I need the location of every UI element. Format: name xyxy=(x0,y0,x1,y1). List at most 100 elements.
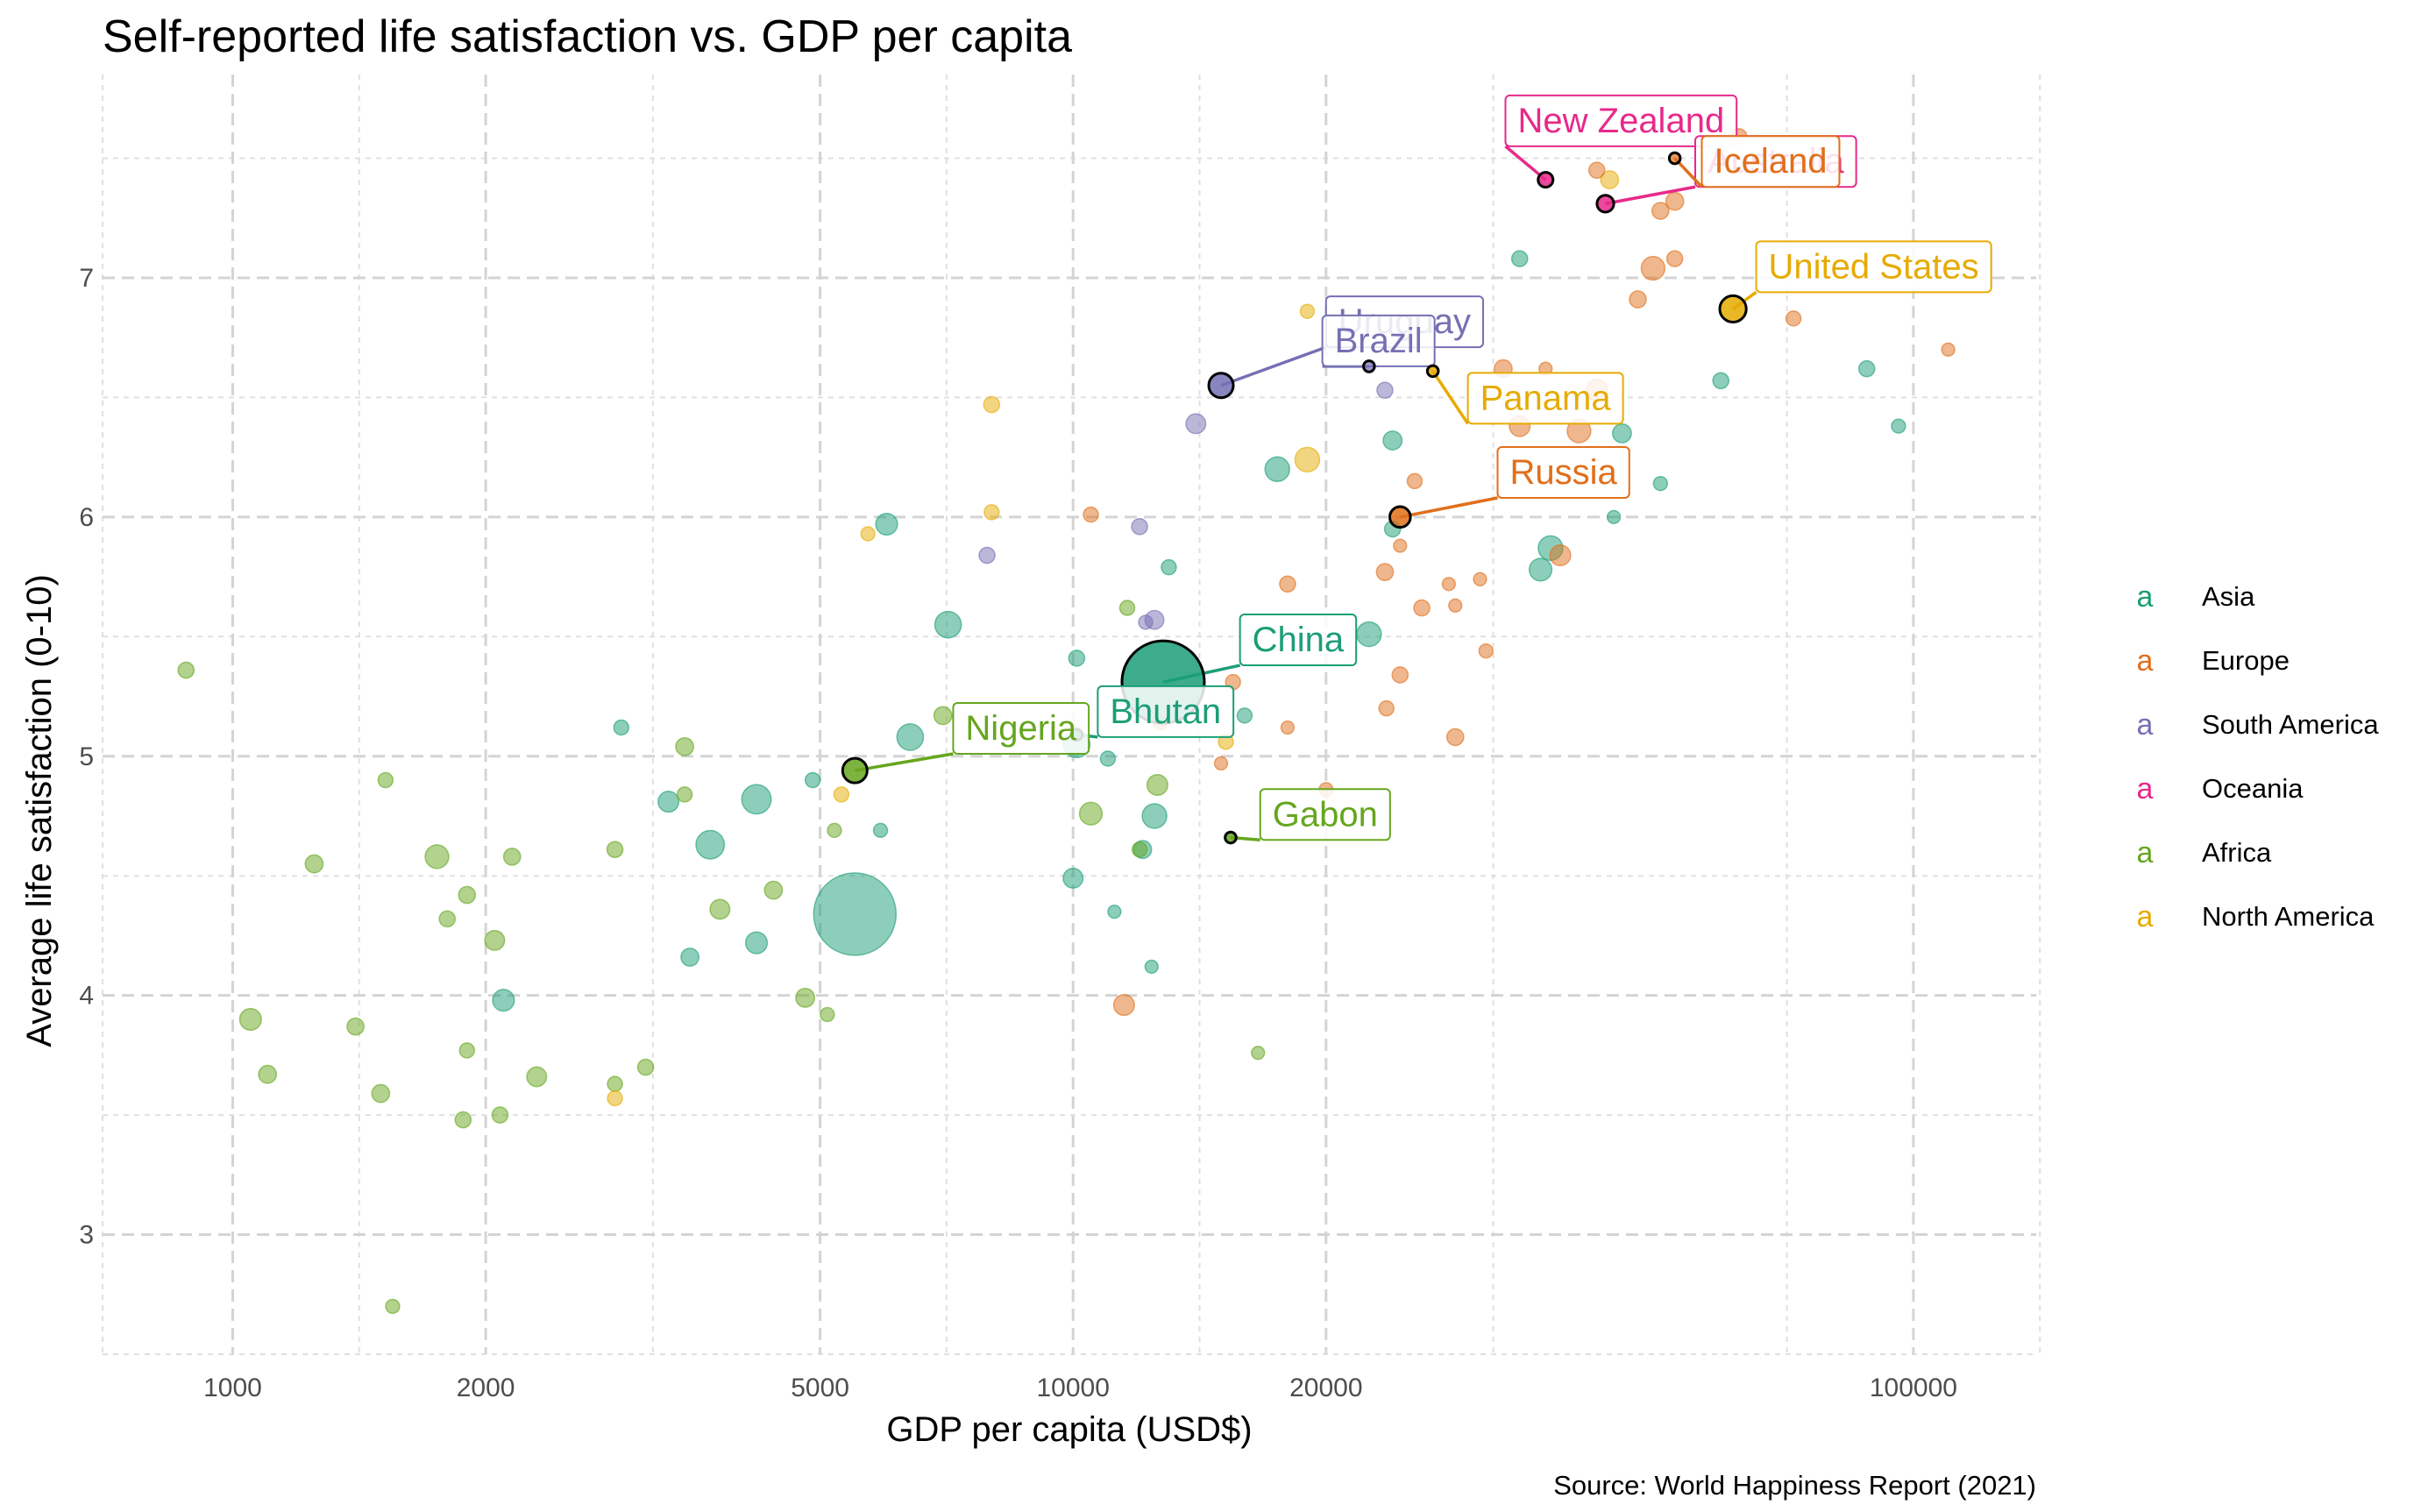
data-point xyxy=(709,898,731,920)
data-point xyxy=(804,771,821,789)
data-point xyxy=(458,885,477,905)
data-point xyxy=(1251,1045,1266,1061)
legend-key: a xyxy=(2137,836,2154,870)
data-point xyxy=(827,822,842,839)
data-point xyxy=(934,610,962,639)
data-point xyxy=(1141,803,1168,829)
data-point xyxy=(741,784,772,815)
data-point xyxy=(484,929,506,951)
callout-box xyxy=(1259,788,1391,841)
callout-label: Gabon xyxy=(1273,795,1378,834)
data-point xyxy=(385,1298,401,1315)
data-point xyxy=(860,526,876,542)
data-point xyxy=(1236,707,1253,724)
data-point xyxy=(763,880,784,900)
y-tick-label: 3 xyxy=(79,1221,94,1250)
y-tick-label: 7 xyxy=(79,264,94,293)
data-point xyxy=(1891,418,1906,434)
data-point xyxy=(1131,841,1148,858)
y-tick-label: 4 xyxy=(79,982,94,1011)
data-point xyxy=(607,1090,623,1107)
data-point xyxy=(1629,290,1647,309)
highlighted-point xyxy=(1388,505,1412,529)
data-point xyxy=(1376,381,1394,400)
data-point xyxy=(1712,372,1730,390)
data-point xyxy=(1146,773,1168,797)
data-point xyxy=(1378,699,1395,717)
data-point xyxy=(613,719,630,736)
data-point xyxy=(1640,255,1666,281)
data-point xyxy=(896,723,925,751)
data-point xyxy=(1131,517,1148,536)
data-point xyxy=(813,872,898,956)
legend-label: Africa xyxy=(2202,837,2272,868)
data-point xyxy=(1083,506,1099,523)
callout-label: Iceland xyxy=(1714,142,1827,181)
data-point xyxy=(458,1042,475,1059)
callout-box xyxy=(1466,372,1624,425)
callout-label: Panama xyxy=(1480,379,1612,417)
data-point xyxy=(983,504,1000,521)
data-point xyxy=(1611,422,1632,444)
data-point xyxy=(1107,904,1122,919)
data-point xyxy=(872,822,889,839)
data-point xyxy=(1652,475,1669,492)
data-point xyxy=(983,395,1001,414)
legend: a Asia a Europe a South America a Oceania a Afric… xyxy=(2137,580,2380,933)
highlighted-point xyxy=(1537,171,1555,189)
data-point xyxy=(606,841,624,858)
data-point xyxy=(1478,642,1494,659)
data-point xyxy=(1391,666,1409,684)
data-point xyxy=(1099,750,1117,767)
data-point xyxy=(1299,303,1316,319)
data-point xyxy=(526,1066,548,1088)
callout-leader xyxy=(854,752,954,772)
data-point xyxy=(1600,170,1620,189)
y-tick-label: 6 xyxy=(79,503,94,532)
callout-label: China xyxy=(1253,621,1345,659)
data-point xyxy=(346,1017,365,1036)
highlighted-point xyxy=(1362,359,1376,373)
data-point xyxy=(695,829,726,860)
source-caption: Source: World Happiness Report (2021) xyxy=(1553,1470,2036,1501)
data-point xyxy=(978,546,996,564)
legend-key: a xyxy=(2137,900,2154,933)
x-tick-label: 5000 xyxy=(791,1374,849,1402)
data-point xyxy=(1665,250,1684,267)
data-point xyxy=(676,786,693,803)
data-point xyxy=(1375,563,1395,581)
data-point xyxy=(1941,342,1956,357)
data-point xyxy=(1857,359,1876,378)
data-point xyxy=(1264,456,1290,483)
x-axis-title: GDP per capita (USD$) xyxy=(886,1410,1252,1449)
data-point xyxy=(820,1006,835,1023)
callout-box xyxy=(1700,135,1841,188)
data-point xyxy=(1213,756,1229,771)
callout-leader xyxy=(1605,185,1696,206)
data-point xyxy=(833,786,850,803)
data-point xyxy=(1406,472,1423,490)
data-point xyxy=(607,1075,623,1092)
data-point xyxy=(1068,650,1086,667)
data-point xyxy=(1528,557,1553,582)
highlighted-point xyxy=(1207,372,1235,400)
callout-box xyxy=(1504,94,1738,147)
callout-label: Russia xyxy=(1509,453,1617,492)
callout-leader xyxy=(1399,496,1498,519)
callout-label: New Zealand xyxy=(1518,102,1725,140)
highlighted-point xyxy=(1224,830,1238,845)
data-point xyxy=(1651,202,1670,220)
data-point xyxy=(1138,614,1154,630)
data-point xyxy=(1785,310,1802,327)
callout-label: Nigeria xyxy=(965,709,1076,748)
data-point xyxy=(1279,575,1296,593)
legend-label: South America xyxy=(2202,709,2379,740)
legend-label: Europe xyxy=(2202,645,2290,676)
callout-box xyxy=(952,702,1090,756)
data-point xyxy=(1280,720,1296,735)
data-point xyxy=(675,736,695,756)
callout-leader xyxy=(1431,370,1470,425)
data-point xyxy=(238,1007,262,1032)
y-axis-title: Average life satisfaction (0-10) xyxy=(20,574,59,1047)
data-point xyxy=(636,1058,655,1076)
